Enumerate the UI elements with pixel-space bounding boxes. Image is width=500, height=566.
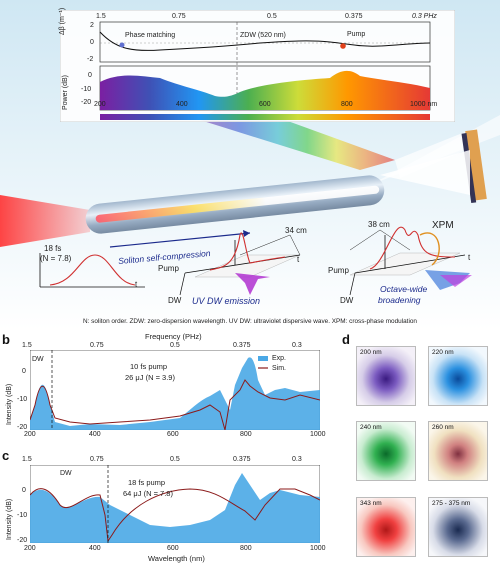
beam-tile-275-375nm-label: 275 - 375 nm <box>432 500 471 507</box>
panel-b-ftick-4: 0.375 <box>233 342 251 349</box>
octave-wide-label-2: broadening <box>378 295 421 305</box>
beam-tile-343nm-label: 343 nm <box>360 500 382 507</box>
dw-axis-38: DW <box>340 296 354 305</box>
top-freq-tick-3: 0.5 <box>267 13 277 20</box>
panel-b-xtick-1: 200 <box>24 431 36 438</box>
beam-tile-240nm-label: 240 nm <box>360 424 382 431</box>
db-ylabel: Δβ (m⁻¹) <box>59 7 66 35</box>
dispersion-chart <box>60 10 455 122</box>
panel-b-xtick-2: 400 <box>89 431 101 438</box>
pump-axis-38: Pump <box>328 266 349 275</box>
panel-c-dw: DW <box>60 470 72 477</box>
panel-c-ftick-3: 0.5 <box>170 456 180 463</box>
panel-c-label: c <box>2 448 10 463</box>
pulse-diagrams <box>39 226 472 296</box>
beam-tile-200nm: 200 nm <box>356 346 416 406</box>
panel-b-chart <box>30 350 320 430</box>
panel-c-chart <box>30 465 320 543</box>
panel-c-xtick-3: 600 <box>167 545 179 552</box>
panel-b-legend-sim: Sim. <box>272 365 286 372</box>
panel-c-xtick-1: 200 <box>24 545 36 552</box>
panel-c-ytick-1: 0 <box>22 487 26 494</box>
wl-tick-5: 1000 nm <box>410 101 438 108</box>
uv-dw-emission-label: UV DW emission <box>192 296 261 306</box>
beam-tile-220nm-label: 220 nm <box>432 349 454 356</box>
panel-b-ytick-1: 0 <box>22 368 26 375</box>
panel-c-xtick-4: 800 <box>240 545 252 552</box>
db-tick-2: 0 <box>90 39 94 46</box>
db-tick-3: -2 <box>87 56 94 63</box>
panel-b-pump-line-1: 10 fs pump <box>130 362 168 371</box>
octave-wide-label-1: Octave-wide <box>380 284 428 294</box>
top-freq-tick-1: 1.5 <box>96 13 106 20</box>
wl-tick-1: 200 <box>94 101 106 108</box>
panel-b-label: b <box>2 332 10 347</box>
panel-b-ftick-1: 1.5 <box>22 342 32 349</box>
t-axis-34: t <box>297 255 300 264</box>
beam-tile-200nm-label: 200 nm <box>360 349 382 356</box>
panel-d-label: d <box>342 332 350 347</box>
panel-c-ytick-2: -10 <box>17 512 28 519</box>
beam-tile-240nm: 240 nm <box>356 421 416 481</box>
panel-c-ylabel: Intensity (dB) <box>6 498 13 540</box>
panel-b-ytick-3: -20 <box>17 424 28 431</box>
input-t-label: t <box>135 280 138 289</box>
panel-b-pump-line-2: 26 μJ (N = 3.9) <box>125 373 175 382</box>
panel-b-ylabel: Intensity (dB) <box>6 383 13 425</box>
panel-c-pump-line-2: 64 μJ (N = 7.8) <box>123 489 173 498</box>
input-pulse-order: (N = 7.8) <box>40 254 72 263</box>
top-freq-tick-5: 0.3 PHz <box>412 13 437 20</box>
dw-axis-34: DW <box>168 296 182 305</box>
power-tick-3: -20 <box>81 99 92 106</box>
power-tick-2: -10 <box>81 86 92 93</box>
panel-b-xtick-3: 600 <box>167 431 179 438</box>
panel-b-top-title: Frequency (PHz) <box>145 332 202 341</box>
panel-b-dw: DW <box>32 356 44 363</box>
distance-34-label: 34 cm <box>285 226 307 235</box>
wl-tick-4: 800 <box>341 101 353 108</box>
panel-b-xtick-5: 1000 <box>310 431 326 438</box>
panel-b-xtick-4: 800 <box>240 431 252 438</box>
panel-c-ftick-5: 0.3 <box>292 456 302 463</box>
panel-c-pump-line-1: 18 fs pump <box>128 478 166 487</box>
panel-c-xlabel: Wavelength (nm) <box>148 554 205 563</box>
db-tick-1: 2 <box>90 22 94 29</box>
wl-tick-3: 600 <box>259 101 271 108</box>
panel-c-ytick-3: -20 <box>17 537 28 544</box>
panel-b-legend-exp: Exp. <box>272 355 287 362</box>
top-freq-tick-4: 0.375 <box>345 13 363 20</box>
panel-c-ftick-2: 0.75 <box>90 456 104 463</box>
beam-tile-220nm: 220 nm <box>428 346 488 406</box>
power-tick-1: 0 <box>88 72 92 79</box>
distance-38-label: 38 cm <box>368 220 390 229</box>
input-pulse-duration: 18 fs <box>44 244 62 253</box>
wl-tick-2: 400 <box>176 101 188 108</box>
beam-tile-260nm-label: 260 nm <box>432 424 454 431</box>
xpm-label: XPM <box>432 220 454 231</box>
phase-matching-label: Phase matching <box>125 32 176 39</box>
pump-axis-34: Pump <box>158 264 179 273</box>
panel-b-ytick-2: -10 <box>17 396 28 403</box>
panel-c-xtick-2: 400 <box>89 545 101 552</box>
t-axis-38: t <box>468 253 471 262</box>
panel-c-ftick-4: 0.375 <box>233 456 251 463</box>
zdw-label: ZDW (520 nm) <box>240 32 286 39</box>
beam-tile-275-375nm: 275 - 375 nm <box>428 497 488 557</box>
beam-tile-343nm: 343 nm <box>356 497 416 557</box>
beam-tile-260nm: 260 nm <box>428 421 488 481</box>
power-ylabel: Power (dB) <box>62 74 69 110</box>
panel-b-ftick-3: 0.5 <box>170 342 180 349</box>
pump-marker-label: Pump <box>347 31 366 38</box>
top-freq-tick-2: 0.75 <box>172 13 186 20</box>
panel-b-ftick-5: 0.3 <box>292 342 302 349</box>
panel-b-ftick-2: 0.75 <box>90 342 104 349</box>
panel-a-caption: N: soliton order. ZDW: zero-dispersion w… <box>83 318 417 325</box>
panel-c-ftick-1: 1.5 <box>22 456 32 463</box>
panel-c-xtick-5: 1000 <box>310 545 326 552</box>
